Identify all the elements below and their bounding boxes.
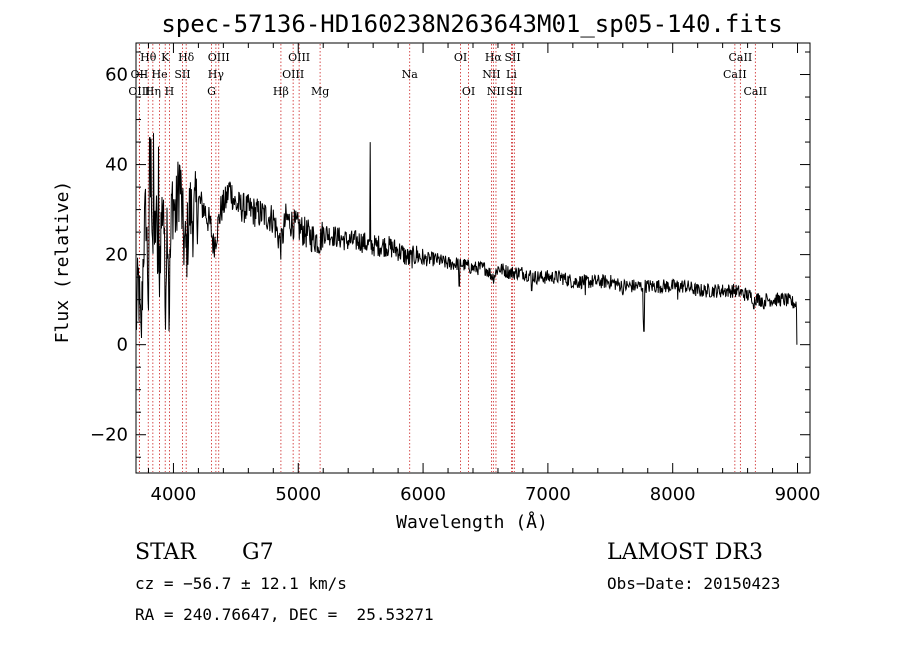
spectral-line-label: SII: [174, 68, 190, 81]
x-tick-label: 4000: [151, 484, 197, 505]
spectral-line-label: CaII: [729, 51, 753, 64]
spectral-line-label: OIII: [288, 51, 310, 64]
object-subclass: G7: [242, 540, 274, 565]
spectral-line-label: K: [161, 51, 170, 64]
spectral-line-label: OIII: [282, 68, 304, 81]
plot-frame: [135, 42, 811, 474]
spectral-line-label: CaII: [723, 68, 747, 81]
spectral-line-label: OIII: [208, 51, 230, 64]
y-tick-label: 20: [105, 245, 128, 266]
observation-date: Obs−Date: 20150423: [607, 574, 781, 593]
spectral-line-label: SII: [504, 51, 520, 64]
y-axis-label: Flux (relative): [52, 181, 73, 344]
x-tick-label: 5000: [275, 484, 321, 505]
spectral-line-label: Hδ: [178, 51, 195, 64]
x-tick-label: 6000: [400, 484, 446, 505]
y-tick-label: 60: [105, 65, 128, 86]
spectral-line-label: Hα: [485, 51, 503, 64]
spectral-line-label: Hγ: [208, 68, 225, 81]
spectral-line-label: OIII: [128, 85, 150, 98]
spectral-line-label: Mg: [311, 85, 329, 98]
spectrum-chart: spec-57136-HD160238N263643M01_sp05-140.f…: [52, 10, 821, 533]
spectral-line-label: He: [152, 68, 168, 81]
spectrum-series-line: [135, 133, 798, 345]
spectral-line-markers: [138, 44, 756, 472]
redshift-cz: cz = −56.7 ± 12.1 km/s: [135, 574, 347, 593]
spectral-line-label: NII: [482, 68, 500, 81]
spectral-line-label: OI: [462, 85, 475, 98]
spectral-line-label: Hθ: [140, 51, 157, 64]
spectral-line-label: OI: [454, 51, 467, 64]
x-tick-label: 9000: [775, 484, 821, 505]
ra-dec: RA = 240.76647, DEC = 25.53271: [135, 605, 434, 624]
y-tick-label: 40: [105, 155, 128, 176]
spectral-line-label: Hη: [145, 85, 161, 98]
spectral-line-label: Li: [506, 68, 517, 81]
x-axis: 4000 5000 6000 7000 8000 9000: [147, 43, 821, 505]
x-tick-label: 8000: [650, 484, 696, 505]
spectral-line-label: CaII: [743, 85, 767, 98]
survey-name: LAMOST DR3: [607, 540, 763, 565]
spectral-line-label: SII: [506, 85, 522, 98]
spectral-line-label: Na: [402, 68, 419, 81]
y-tick-label: −20: [90, 425, 128, 446]
object-class: STAR: [135, 540, 196, 565]
y-tick-label: 0: [117, 335, 128, 356]
chart-title: spec-57136-HD160238N263643M01_sp05-140.f…: [161, 10, 782, 38]
spectral-line-label: H: [165, 85, 175, 98]
spectral-line-label: G: [207, 85, 216, 98]
x-axis-label: Wavelength (Å): [396, 511, 548, 533]
x-tick-label: 7000: [525, 484, 571, 505]
y-axis: −20 0 20 40 60: [90, 51, 810, 458]
spectral-line-label: OII: [131, 68, 149, 81]
spectral-line-label: NII: [487, 85, 505, 98]
spectral-line-label: Hβ: [273, 85, 289, 98]
